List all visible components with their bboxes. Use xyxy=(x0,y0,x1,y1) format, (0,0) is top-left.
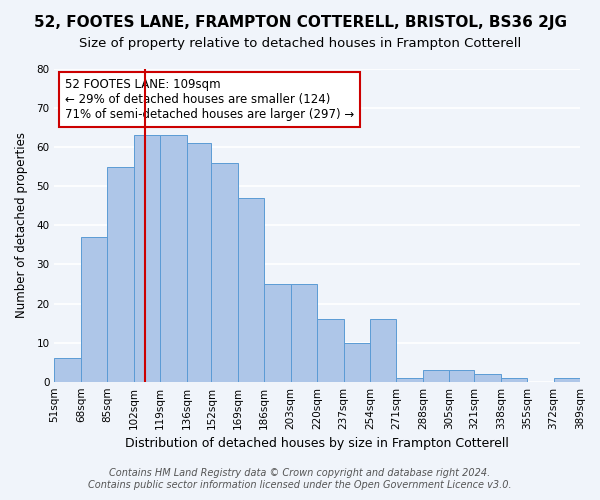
Bar xyxy=(55,358,81,382)
Bar xyxy=(264,284,291,382)
Bar xyxy=(107,166,134,382)
Bar xyxy=(211,163,238,382)
Text: 52 FOOTES LANE: 109sqm
← 29% of detached houses are smaller (124)
71% of semi-de: 52 FOOTES LANE: 109sqm ← 29% of detached… xyxy=(65,78,354,122)
Bar xyxy=(423,370,449,382)
Text: 52, FOOTES LANE, FRAMPTON COTTERELL, BRISTOL, BS36 2JG: 52, FOOTES LANE, FRAMPTON COTTERELL, BRI… xyxy=(34,15,566,30)
Bar xyxy=(474,374,500,382)
Bar xyxy=(160,136,187,382)
X-axis label: Distribution of detached houses by size in Frampton Cotterell: Distribution of detached houses by size … xyxy=(125,437,509,450)
Bar xyxy=(238,198,264,382)
Bar xyxy=(554,378,580,382)
Bar xyxy=(187,144,211,382)
Bar xyxy=(317,319,344,382)
Y-axis label: Number of detached properties: Number of detached properties xyxy=(15,132,28,318)
Bar xyxy=(344,342,370,382)
Bar xyxy=(500,378,527,382)
Bar xyxy=(134,136,160,382)
Bar xyxy=(81,237,107,382)
Text: Size of property relative to detached houses in Frampton Cotterell: Size of property relative to detached ho… xyxy=(79,38,521,51)
Bar xyxy=(449,370,474,382)
Text: Contains HM Land Registry data © Crown copyright and database right 2024.
Contai: Contains HM Land Registry data © Crown c… xyxy=(88,468,512,490)
Bar xyxy=(397,378,423,382)
Bar xyxy=(370,319,397,382)
Bar xyxy=(291,284,317,382)
